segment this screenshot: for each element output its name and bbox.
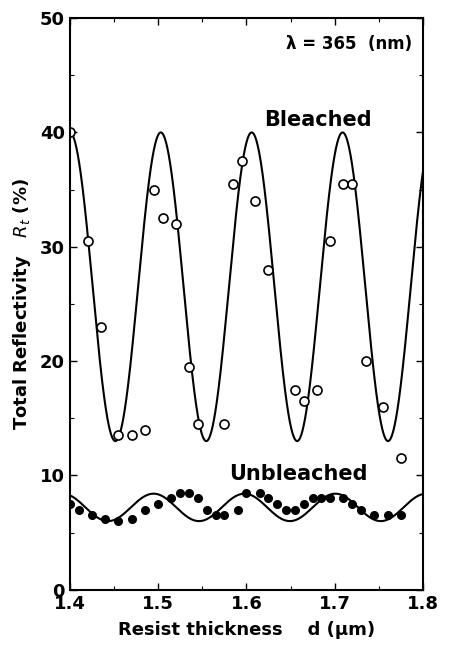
Y-axis label: Total Reflectivity   $R_t$ (%): Total Reflectivity $R_t$ (%) — [11, 178, 33, 430]
Text: λ = 365  (nm): λ = 365 (nm) — [286, 35, 412, 53]
Text: Unbleached: Unbleached — [229, 464, 367, 484]
X-axis label: Resist thickness    d (μm): Resist thickness d (μm) — [118, 621, 375, 639]
Text: Bleached: Bleached — [264, 110, 372, 129]
